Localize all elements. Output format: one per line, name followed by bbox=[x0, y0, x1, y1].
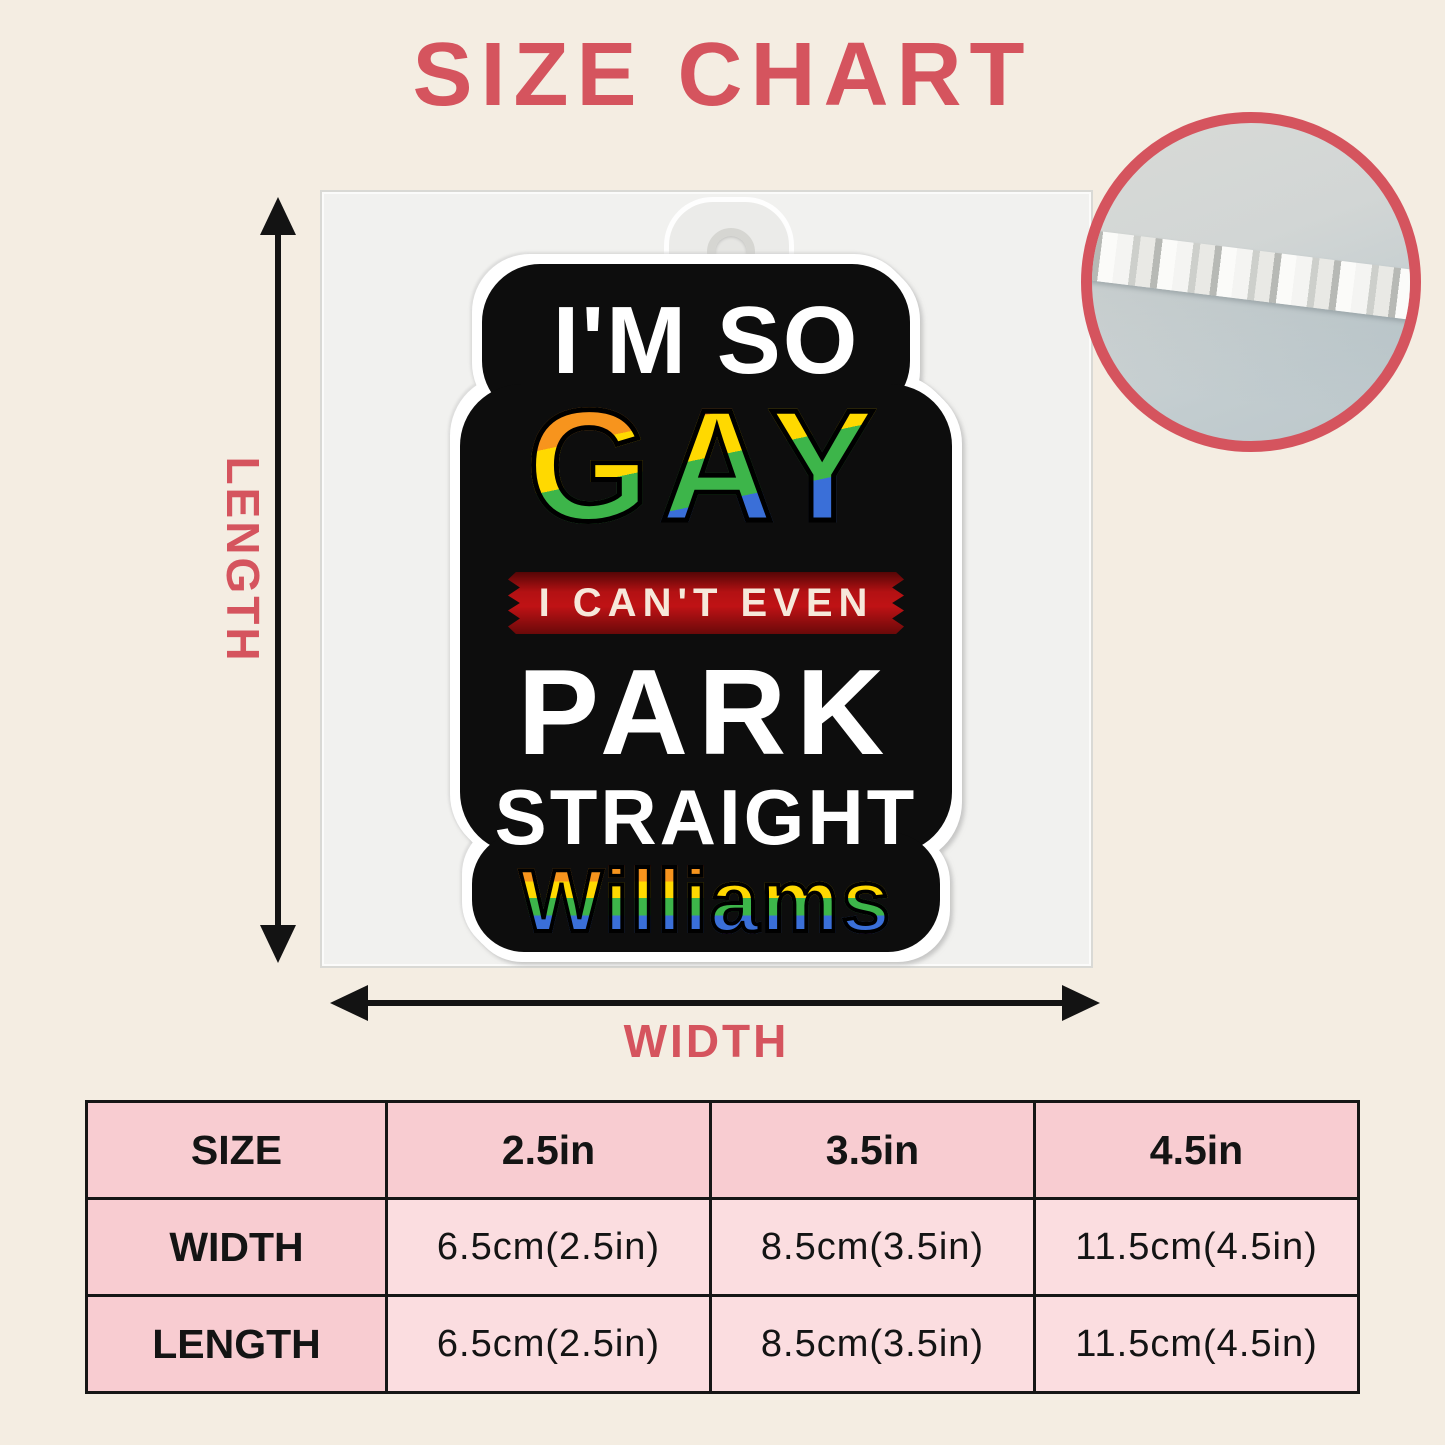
width-arrow-shaft bbox=[344, 1000, 1086, 1006]
ornament-banner-text: I CAN'T EVEN bbox=[538, 581, 874, 625]
width-arrow bbox=[330, 980, 1100, 1026]
table-header-4-5in: 4.5in bbox=[1033, 1100, 1360, 1200]
ornament-design: I'M SO GAY I CAN'T EVEN PARK STRAIGHT Wi… bbox=[460, 264, 952, 954]
length-arrow bbox=[255, 197, 301, 963]
width-value-2-5in: 6.5cm(2.5in) bbox=[385, 1197, 712, 1297]
table-row-length: LENGTH 6.5cm(2.5in) 8.5cm(3.5in) 11.5cm(… bbox=[85, 1294, 1360, 1394]
width-label: WIDTH bbox=[623, 1015, 790, 1067]
ornament-line-im-so: I'M SO bbox=[552, 287, 860, 394]
size-table: SIZE 2.5in 3.5in 4.5in WIDTH 6.5cm(2.5in… bbox=[85, 1100, 1360, 1394]
acrylic-edge-closeup bbox=[1081, 112, 1421, 452]
row-label-width: WIDTH bbox=[85, 1197, 388, 1297]
table-header-row: SIZE 2.5in 3.5in 4.5in bbox=[85, 1100, 1360, 1200]
length-value-3-5in: 8.5cm(3.5in) bbox=[709, 1294, 1036, 1394]
table-row-width: WIDTH 6.5cm(2.5in) 8.5cm(3.5in) 11.5cm(4… bbox=[85, 1197, 1360, 1297]
arrow-right-icon bbox=[1062, 985, 1100, 1021]
arrow-up-icon bbox=[260, 197, 296, 235]
ornament-line-straight: STRAIGHT bbox=[494, 773, 918, 861]
page-title: SIZE CHART bbox=[412, 25, 1033, 125]
length-value-4-5in: 11.5cm(4.5in) bbox=[1033, 1294, 1360, 1394]
row-label-length: LENGTH bbox=[85, 1294, 388, 1394]
table-header-2-5in: 2.5in bbox=[385, 1100, 712, 1200]
width-value-4-5in: 11.5cm(4.5in) bbox=[1033, 1197, 1360, 1297]
arrow-left-icon bbox=[330, 985, 368, 1021]
width-value-3-5in: 8.5cm(3.5in) bbox=[709, 1197, 1036, 1297]
ornament-custom-name: Williams bbox=[460, 849, 952, 952]
ornament-ribbon-banner: I CAN'T EVEN bbox=[508, 572, 904, 634]
table-header-3-5in: 3.5in bbox=[709, 1100, 1036, 1200]
table-header-size: SIZE bbox=[85, 1100, 388, 1200]
product-photo: I'M SO GAY I CAN'T EVEN PARK STRAIGHT Wi… bbox=[320, 190, 1093, 968]
length-label: LENGTH bbox=[217, 456, 269, 664]
length-arrow-shaft bbox=[275, 211, 281, 949]
ornament-blob-bottom bbox=[472, 832, 940, 952]
length-value-2-5in: 6.5cm(2.5in) bbox=[385, 1294, 712, 1394]
ornament-line-gay: GAY bbox=[460, 376, 952, 557]
ornament-line-park: PARK bbox=[517, 644, 895, 780]
arrow-down-icon bbox=[260, 925, 296, 963]
